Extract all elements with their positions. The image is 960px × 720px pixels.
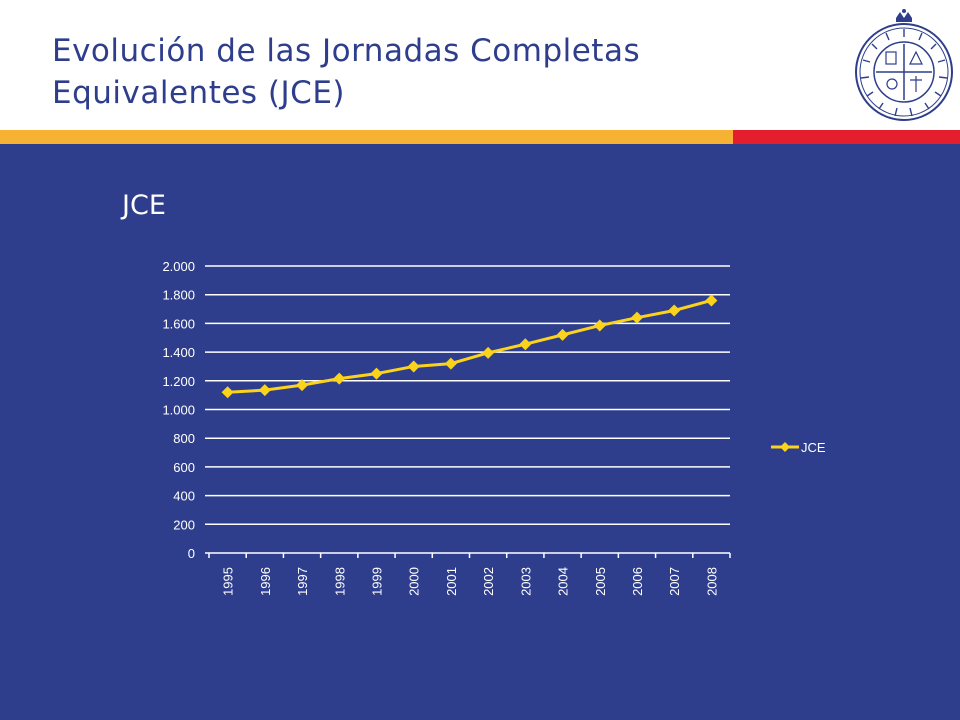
- data-point: [296, 379, 309, 392]
- slide-title-line-1: Evolución de las Jornadas Completas: [52, 33, 641, 69]
- accent-band-red: [733, 130, 960, 144]
- x-tick-label: 1998: [332, 567, 347, 596]
- y-tick-label: 1.400: [162, 345, 195, 360]
- x-tick-label: 2003: [518, 567, 533, 596]
- x-tick-label: 1996: [258, 567, 273, 596]
- data-point: [556, 328, 569, 341]
- y-tick-label: 600: [173, 460, 195, 475]
- x-tick-label: 2001: [444, 567, 459, 596]
- data-point: [407, 360, 420, 373]
- x-tick-label: 1999: [369, 567, 384, 596]
- chart-title: JCE: [122, 190, 166, 221]
- x-tick-label: 2004: [556, 567, 571, 596]
- y-tick-label: 1.600: [162, 316, 195, 331]
- data-point: [668, 304, 681, 317]
- data-point: [221, 386, 234, 399]
- data-point: [370, 367, 383, 380]
- x-axis-ticks: 1995 1996 1997 1998 1999 2000 2001 2002 2003 2004…: [208, 553, 731, 596]
- series-line-jce: [227, 298, 712, 394]
- data-point: [593, 319, 606, 332]
- data-point: [444, 357, 457, 370]
- data-point: [258, 384, 271, 397]
- data-point: [333, 372, 346, 385]
- slide-body: [0, 144, 960, 720]
- y-tick-label: 400: [173, 489, 195, 504]
- x-tick-label: 2005: [593, 567, 608, 596]
- legend-swatch-marker: [780, 442, 790, 452]
- y-tick-label: 800: [173, 431, 195, 446]
- x-tick-label: 2007: [667, 567, 682, 596]
- y-tick-label: 200: [173, 517, 195, 532]
- x-tick-label: 1997: [295, 567, 310, 596]
- slide-header: Evolución de las Jornadas Completas Equi…: [0, 0, 960, 130]
- y-tick-label: 1.800: [162, 288, 195, 303]
- y-axis-ticks: 0 200 400 600 800 1.000 1.200 1.400 1.600 1.800 2.…: [162, 259, 195, 561]
- y-tick-label: 1.200: [162, 374, 195, 389]
- legend: JCE: [771, 440, 826, 455]
- y-tick-label: 2.000: [162, 259, 195, 274]
- x-tick-label: 2000: [407, 567, 422, 596]
- legend-label: JCE: [801, 440, 826, 455]
- y-tick-label: 1.000: [162, 403, 195, 418]
- slide-title: Evolución de las Jornadas Completas Equi…: [52, 30, 812, 114]
- data-point: [705, 294, 718, 307]
- x-tick-label: 2002: [481, 567, 496, 596]
- x-tick-label: 1995: [221, 567, 236, 596]
- accent-band-gold: [0, 130, 733, 144]
- series-jce: [221, 294, 718, 399]
- university-seal-icon: [855, 9, 953, 121]
- slide-title-line-2: Equivalentes (JCE): [52, 75, 345, 111]
- x-tick-label: 2006: [630, 567, 645, 596]
- y-tick-label: 0: [188, 546, 195, 561]
- x-tick-label: 2008: [704, 567, 719, 596]
- gridlines: [205, 265, 730, 554]
- data-point: [630, 311, 643, 324]
- data-point: [519, 338, 532, 351]
- data-point: [482, 346, 495, 359]
